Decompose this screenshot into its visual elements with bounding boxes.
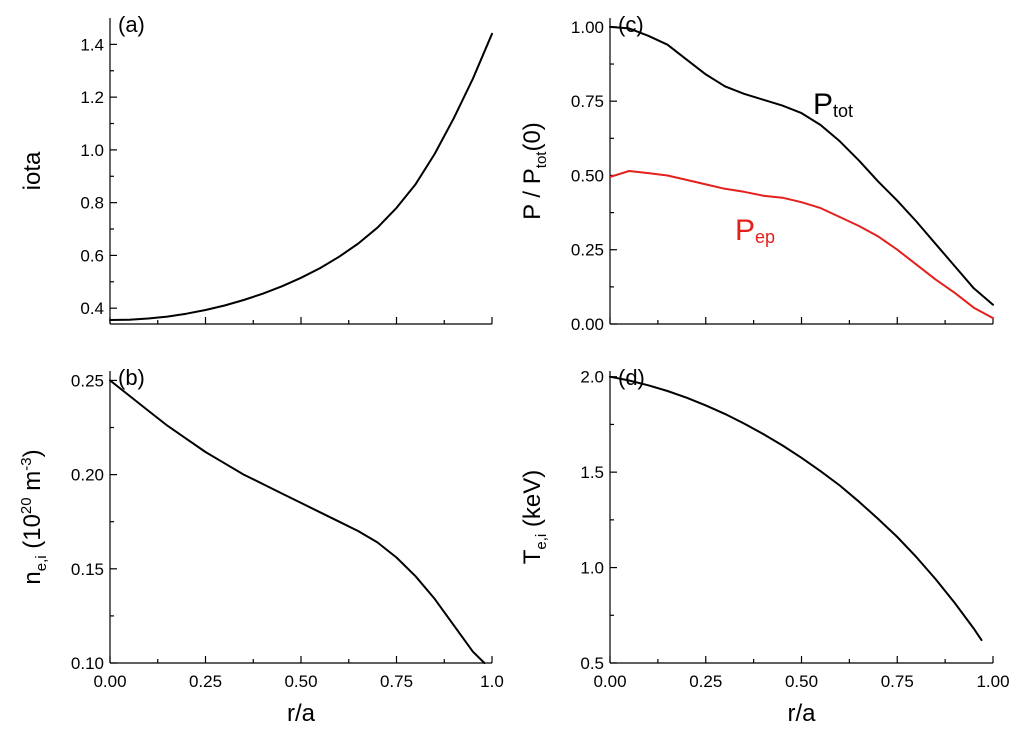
y-tick-label: 1.00: [571, 18, 604, 37]
y-tick-label: 0.75: [571, 92, 604, 111]
y-tick-label: 0.4: [80, 299, 104, 318]
y-axis-title: P / Ptot(0): [519, 122, 550, 220]
y-tick-label: 0.6: [80, 246, 104, 265]
panel-label: (b): [118, 365, 145, 390]
y-tick-label: 0.00: [571, 315, 604, 334]
series-line-ptot: [609, 25, 994, 306]
chart-panel-b: 0.10 0.15 0.20 0.25 0.00 0.25 0.50 0.75 1.0 (b) ne…: [18, 365, 504, 727]
x-axis-title: r/a: [787, 700, 816, 727]
x-tick-label: 0.25: [189, 672, 222, 691]
x-tick-label: 1.00: [976, 672, 1009, 691]
y-axis-title: iota: [19, 151, 46, 190]
x-tick-label: 0.75: [380, 672, 413, 691]
y-tick-label: 1.0: [80, 141, 104, 160]
y-tick-label: 0.15: [71, 560, 104, 579]
y-axis-title: Te,i (keV): [519, 470, 550, 565]
x-axis-title: r/a: [287, 700, 316, 727]
series-line-ne-i: [109, 379, 486, 664]
panel-label: (d): [618, 365, 645, 390]
x-tick-label: 1.0: [480, 672, 504, 691]
y-tick-label: 1.0: [580, 559, 604, 578]
chart-panel-d: 0.5 1.0 1.5 2.0 0.00 0.25 0.50 0.75 1.00 (d) Te,i …: [519, 365, 1010, 727]
x-tick-label: 0.25: [689, 672, 722, 691]
y-tick-label: 2.0: [580, 368, 604, 387]
x-tick-label: 0.50: [284, 672, 317, 691]
y-tick-label: 1.4: [80, 35, 104, 54]
series-line-te-i: [609, 375, 983, 642]
x-tick-label: 0.00: [93, 672, 126, 691]
chart-panel-a: 0.4 0.6 0.8 1.0 1.2 1.4 (a) iota: [19, 12, 493, 325]
y-tick-label: 1.2: [80, 88, 104, 107]
y-tick-label: 0.20: [71, 466, 104, 485]
x-tick-label: 0.50: [785, 672, 818, 691]
y-tick-label: 0.10: [71, 654, 104, 673]
series-line-iota: [109, 32, 493, 321]
series-line-pep: [609, 170, 994, 320]
y-tick-label: 0.8: [80, 194, 104, 213]
y-tick-label: 1.5: [580, 463, 604, 482]
y-tick-label: 0.25: [71, 371, 104, 390]
x-tick-label: 0.00: [593, 672, 626, 691]
x-tick-label: 0.75: [881, 672, 914, 691]
y-axis-title: ne,i (1020 m-3): [18, 449, 50, 584]
y-tick-label: 0.5: [580, 654, 604, 673]
y-tick-label: 0.50: [571, 166, 604, 185]
series-label-ptot: Ptot: [813, 88, 853, 121]
series-label-pep: Pep: [735, 214, 775, 247]
panel-label: (a): [118, 12, 145, 37]
y-tick-label: 0.25: [571, 241, 604, 260]
chart-panel-c: 0.000.250.500.751.00 (c)P / Ptot(0)PtotPe…: [519, 12, 994, 334]
